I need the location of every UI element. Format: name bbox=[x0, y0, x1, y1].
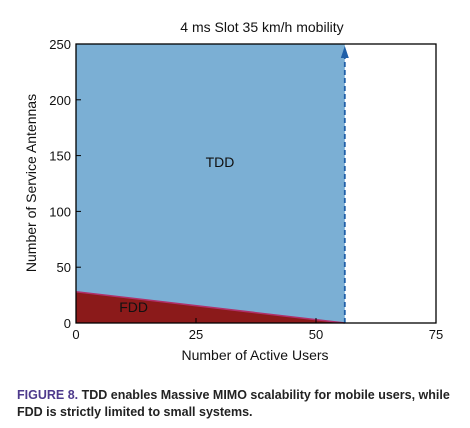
x-axis-label: Number of Active Users bbox=[181, 347, 328, 363]
caption-label: FIGURE 8. bbox=[17, 388, 79, 402]
y-tick-label: 100 bbox=[49, 204, 71, 219]
y-tick-label: 150 bbox=[49, 149, 71, 164]
figure-caption: FIGURE 8. TDD enables Massive MIMO scala… bbox=[17, 387, 462, 421]
y-tick-label: 50 bbox=[57, 260, 71, 275]
plot-frame bbox=[75, 43, 437, 324]
chart-title: 4 ms Slot 35 km/h mobility bbox=[180, 19, 343, 35]
region-label-fdd: FDD bbox=[119, 299, 148, 315]
region-label-tdd: TDD bbox=[206, 154, 235, 170]
x-tick-label: 25 bbox=[189, 327, 203, 342]
chart: 4 ms Slot 35 km/h mobility 0 50 100 150 200 2… bbox=[23, 19, 443, 363]
y-tick-label: 250 bbox=[49, 37, 71, 52]
y-axis-label: Number of Service Antennas bbox=[23, 94, 39, 272]
dashed-arrow-head bbox=[340, 46, 349, 58]
fdd-boundary-line bbox=[75, 291, 345, 324]
tdd-region bbox=[76, 44, 345, 323]
caption-text: TDD enables Massive MIMO scalability for… bbox=[17, 388, 450, 419]
x-tick-label: 50 bbox=[309, 327, 323, 342]
y-tick-label: 0 bbox=[64, 316, 71, 331]
y-tick-label: 200 bbox=[49, 93, 71, 108]
x-tick-label: 0 bbox=[72, 327, 79, 342]
x-tick-label: 75 bbox=[429, 327, 443, 342]
